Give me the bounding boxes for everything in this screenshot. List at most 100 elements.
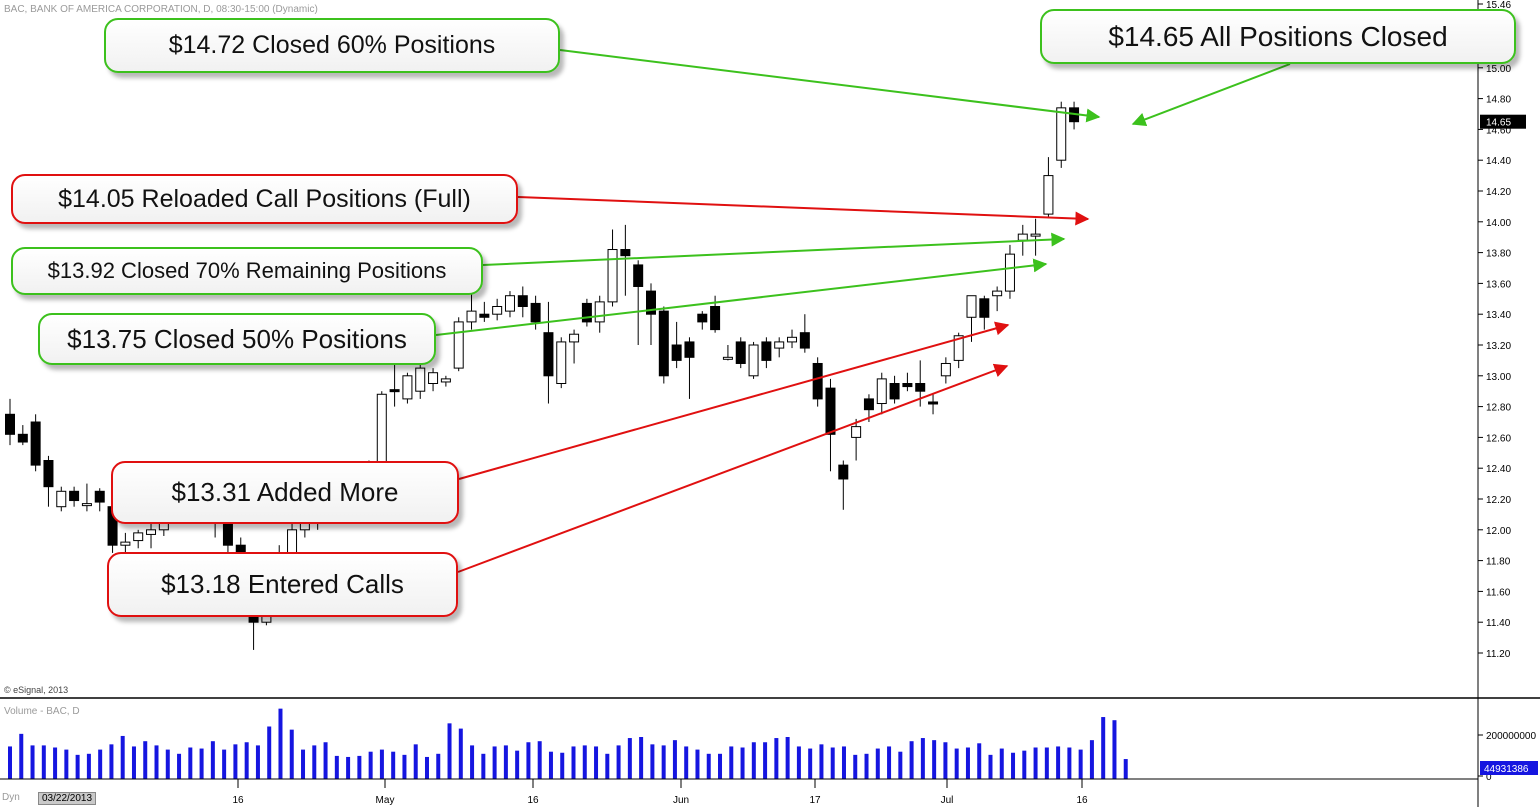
- volume-bar: [41, 745, 46, 779]
- candle: [889, 375, 900, 404]
- candle-body-up: [594, 301, 605, 323]
- candle-body-up: [287, 529, 298, 554]
- candle: [43, 455, 54, 507]
- candle-body-up: [415, 367, 426, 392]
- candle-body-down: [735, 341, 746, 364]
- candle: [799, 314, 810, 353]
- volume-bar: [413, 744, 418, 779]
- candle: [492, 298, 503, 321]
- volume-bar: [255, 745, 260, 779]
- volume-bar: [639, 737, 644, 779]
- callout-closed-70-percent-remaining: $13.92 Closed 70% Remaining Positions: [11, 247, 483, 295]
- time-tick-label: Jun: [673, 795, 689, 806]
- candle: [928, 394, 939, 415]
- candle: [146, 522, 157, 549]
- price-tick-label: 14.00: [1486, 218, 1511, 229]
- candle-body-up: [992, 290, 1003, 297]
- volume-bar: [368, 751, 373, 779]
- volume-bar: [864, 753, 869, 779]
- volume-bar: [650, 744, 655, 779]
- volume-bar: [740, 747, 745, 779]
- time-tick-label: 16: [527, 795, 539, 806]
- volume-bar: [1123, 759, 1128, 779]
- candle-body-up: [940, 362, 951, 377]
- candle-body-down: [915, 383, 926, 392]
- price-tick-label: 13.40: [1486, 310, 1511, 321]
- time-tick-label: Jul: [941, 795, 954, 806]
- price-tick-label: 15.46: [1486, 0, 1511, 11]
- volume-bar: [515, 750, 520, 779]
- candle-body-up: [402, 375, 413, 400]
- candle-body-down: [761, 341, 772, 361]
- volume-tick-label: 200000000: [1486, 731, 1536, 742]
- volume-bar: [954, 748, 959, 779]
- candle-body-down: [902, 383, 913, 388]
- candle: [787, 329, 798, 349]
- candle-body-down: [389, 389, 400, 393]
- volume-bar: [582, 745, 587, 779]
- candle-body-down: [222, 521, 233, 546]
- volume-bar: [8, 746, 12, 779]
- candle-body-up: [504, 295, 515, 312]
- candle-body-up: [607, 249, 618, 303]
- candle-body-up: [556, 341, 567, 385]
- last-volume-label: 44931386: [1484, 764, 1529, 775]
- candle: [402, 372, 413, 404]
- volume-bar: [424, 756, 429, 779]
- candle: [453, 317, 464, 372]
- arrow-added-more: [458, 321, 1010, 480]
- candle-body-down: [684, 341, 695, 358]
- volume-bar: [334, 755, 339, 779]
- volume-bar: [627, 738, 632, 779]
- time-tick-label: May: [376, 795, 395, 806]
- callout-all-positions-closed: $14.65 All Positions Closed: [1040, 9, 1516, 64]
- candle-body-down: [581, 302, 592, 323]
- volume-bar: [75, 754, 80, 779]
- candle: [479, 301, 490, 322]
- volume-bar: [796, 746, 801, 779]
- candle: [581, 298, 592, 327]
- candle: [81, 483, 92, 512]
- candle-body-down: [710, 306, 721, 331]
- time-tick-label: 16: [1076, 795, 1088, 806]
- volume-bar: [774, 738, 779, 779]
- candle-body-down: [633, 264, 644, 287]
- price-tick-label: 12.60: [1486, 433, 1511, 444]
- candle: [569, 329, 580, 364]
- volume-bar: [1056, 746, 1061, 779]
- volume-bar: [64, 749, 69, 779]
- candle-body-up: [966, 295, 977, 318]
- candle: [735, 337, 746, 369]
- candle: [684, 337, 695, 399]
- volume-bar: [729, 746, 734, 779]
- volume-bar: [1112, 720, 1117, 779]
- candle: [133, 529, 144, 549]
- candle: [30, 414, 41, 472]
- candle-body-down: [479, 313, 490, 318]
- volume-bar: [920, 738, 925, 779]
- volume-title: Volume - BAC, D: [4, 706, 80, 717]
- candle-body-down: [812, 362, 823, 400]
- volume-bar: [594, 746, 599, 779]
- volume-bar: [267, 726, 272, 779]
- volume-bar: [526, 742, 531, 779]
- price-tick-label: 13.20: [1486, 341, 1511, 352]
- volume-bar: [1078, 749, 1083, 779]
- volume-bar: [199, 748, 204, 779]
- candle-body-up: [81, 503, 92, 507]
- candle: [69, 486, 80, 507]
- volume-bar: [571, 746, 576, 779]
- volume-bar: [706, 753, 711, 779]
- volume-bar: [548, 751, 553, 779]
- time-tick-label: 17: [809, 795, 821, 806]
- volume-bar: [86, 753, 91, 779]
- candle-body-up: [376, 393, 387, 469]
- price-tick-label: 12.80: [1486, 403, 1511, 414]
- volume-bar: [1022, 750, 1027, 779]
- volume-bar: [560, 752, 565, 779]
- volume-bar: [278, 708, 283, 779]
- candle: [1030, 218, 1041, 256]
- callout-closed-50-percent: $13.75 Closed 50% Positions: [38, 313, 436, 365]
- candle: [697, 311, 708, 330]
